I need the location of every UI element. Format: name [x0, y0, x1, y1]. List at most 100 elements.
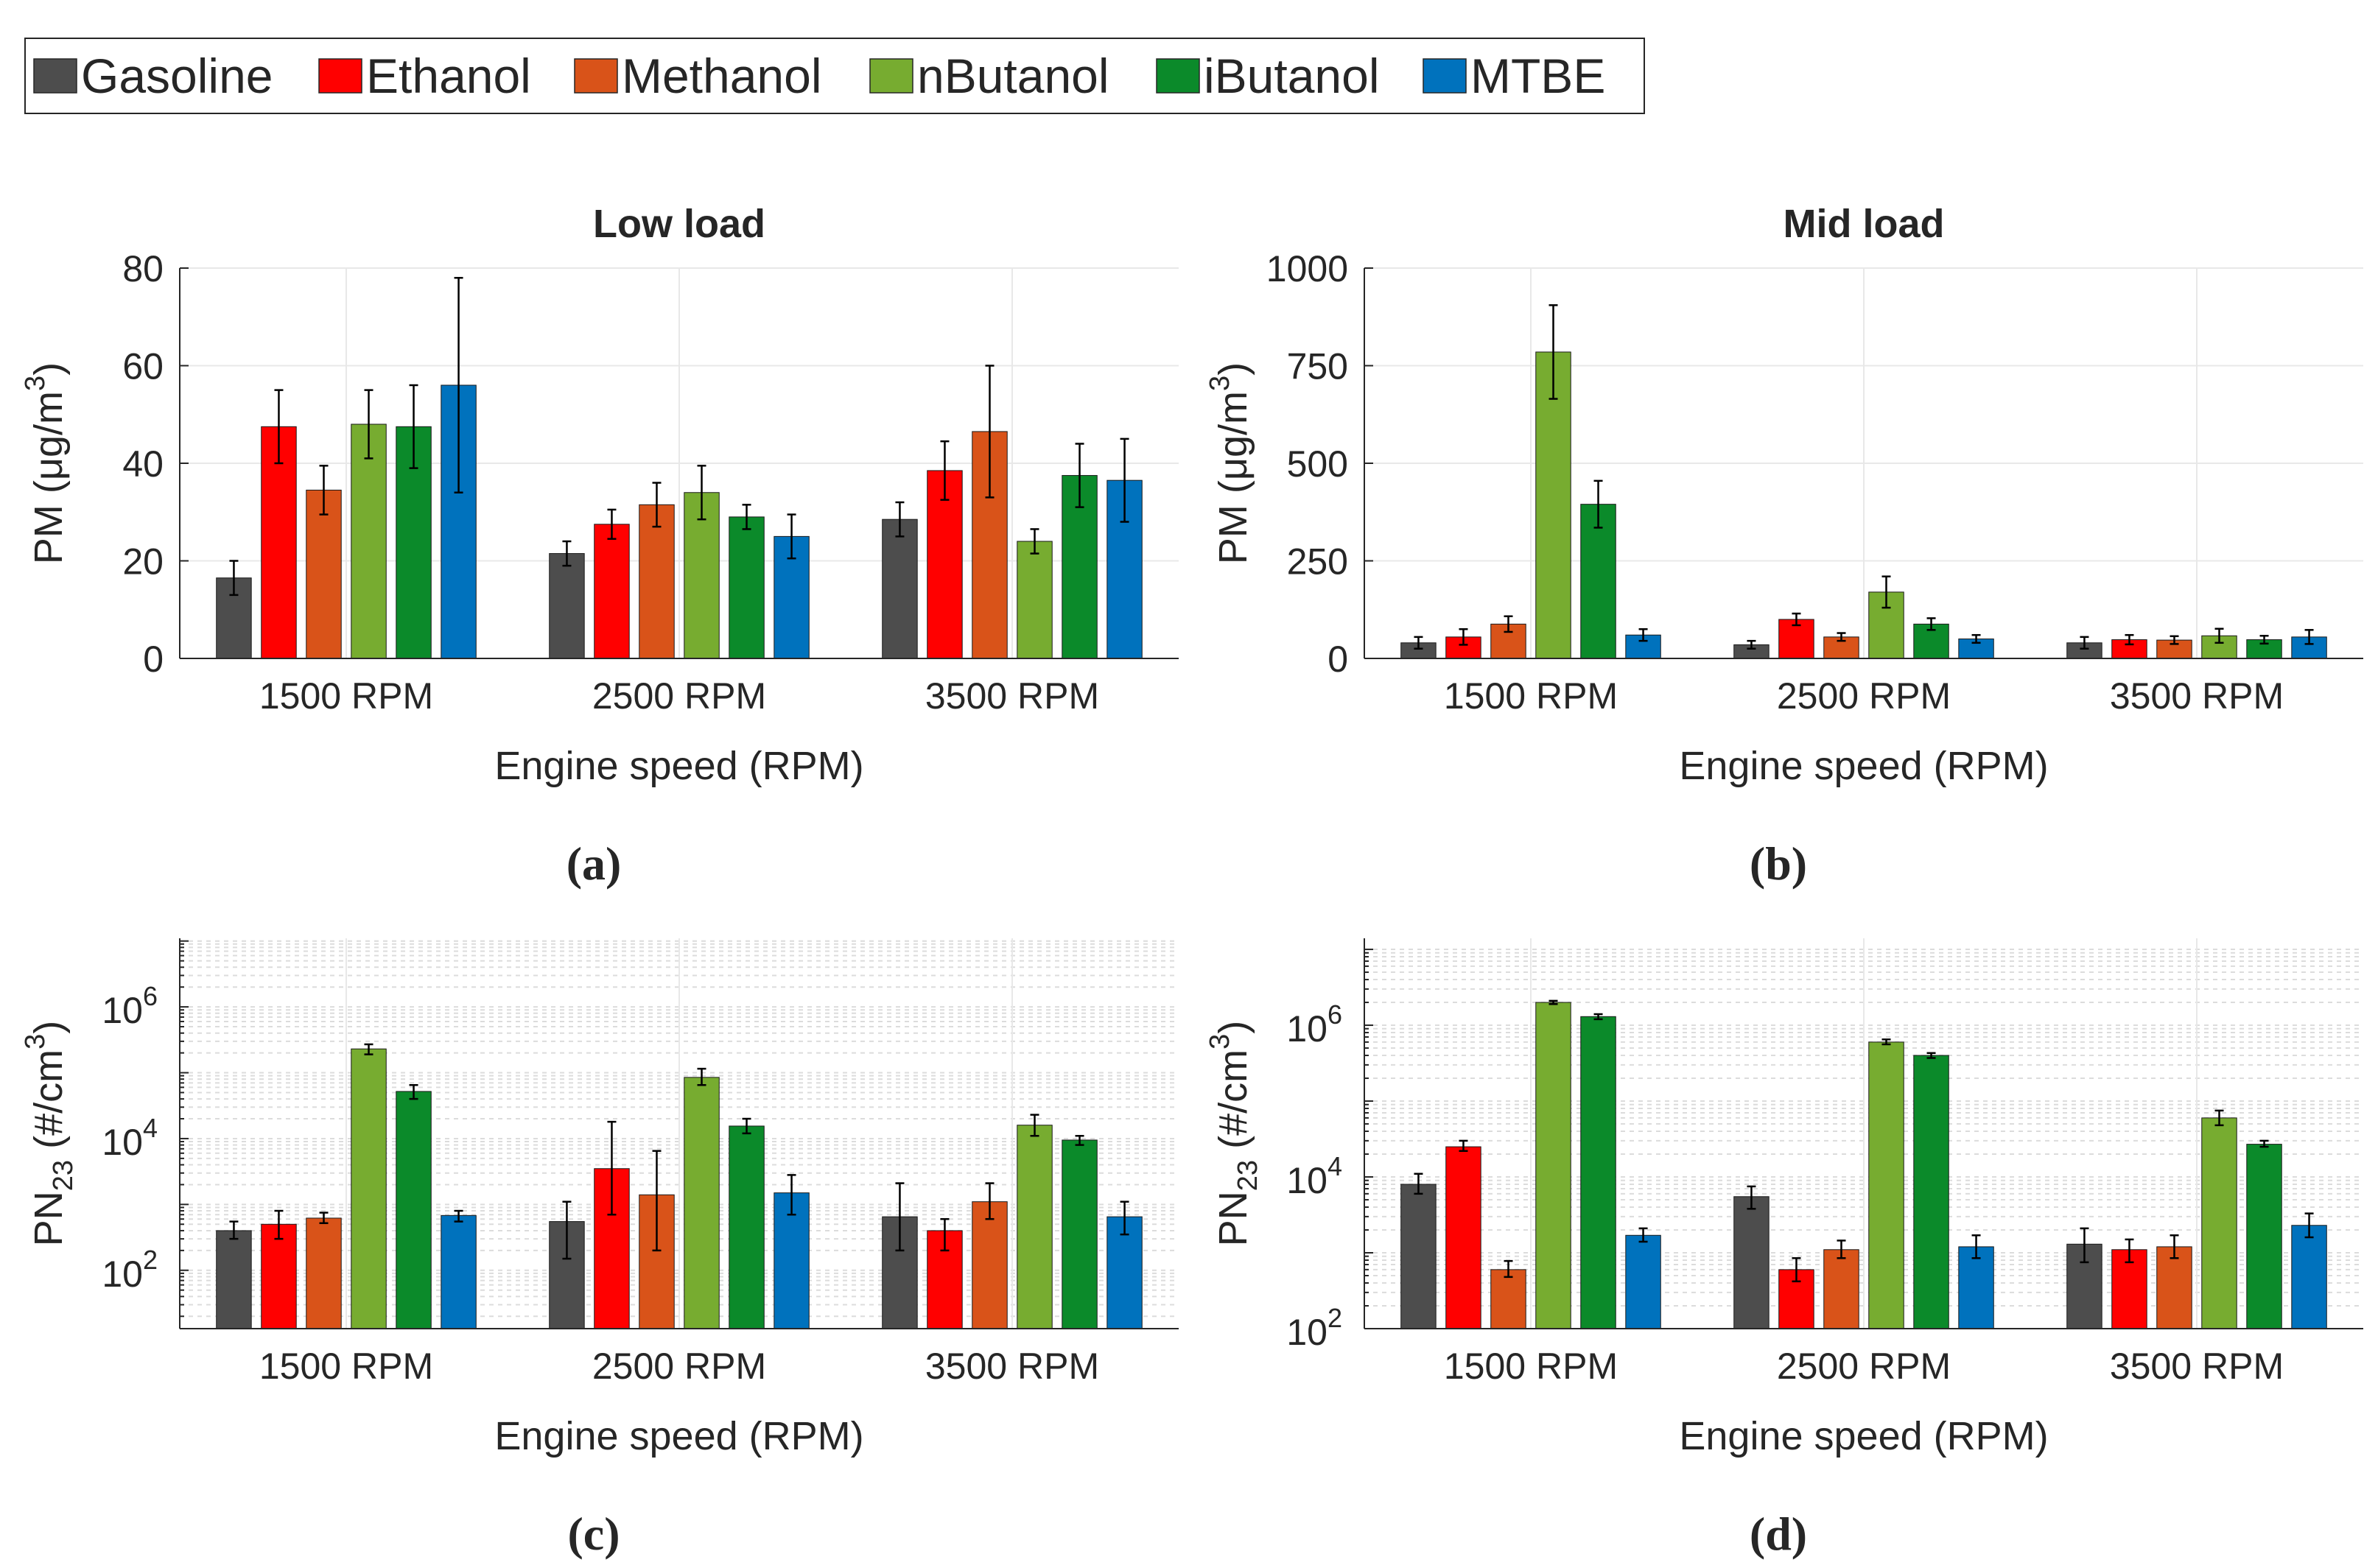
y-tick-label: 102 [1286, 1303, 1342, 1353]
bar-nbutanol-1500-rpm [351, 1048, 387, 1329]
x-axis-label: Engine speed (RPM) [1679, 1414, 2048, 1458]
bar-ethanol-1500-rpm [261, 1223, 297, 1329]
y-tick-label: 106 [1286, 999, 1342, 1050]
panel-a-low-load-pm: 0 20 40 60 80 1500 RPM 2500 RPM 3500 RPM Low loa… [20, 202, 1179, 788]
bar-nbutanol-2500-rpm [684, 1077, 720, 1329]
y-tick-label: 500 [1287, 443, 1348, 485]
panel-b-mid-load-pm: 0 250 500 750 1000 1500 RPM 2500 RPM 3500 RPM Mi… [1204, 202, 2363, 788]
error-bar-ibutanol-1500-rpm [1593, 1013, 1603, 1021]
error-bar-ibutanol-2500-rpm [1926, 1052, 1936, 1059]
bar-methanol-1500-rpm [1490, 1269, 1526, 1329]
error-bar-ethanol-2500-rpm [607, 508, 617, 540]
bar-methanol-2500-rpm [1823, 1249, 1859, 1329]
x-tick-label-2500-rpm: 2500 RPM [592, 675, 766, 717]
error-bar-nbutanol-3500-rpm [1030, 528, 1039, 555]
legend-swatch-gasoline [33, 58, 77, 94]
error-bar-methanol-2500-rpm [1837, 632, 1846, 642]
bar-ibutanol-3500-rpm [2246, 1144, 2282, 1329]
grid [180, 267, 1179, 658]
error-bar-nbutanol-3500-rpm [2214, 627, 2224, 644]
error-bar-mtbe-2500-rpm [787, 513, 796, 560]
bar-ibutanol-2500-rpm [1913, 1055, 1949, 1329]
error-bar-methanol-2500-rpm [1837, 1240, 1846, 1259]
bar-ethanol-1500-rpm [261, 426, 297, 659]
error-bar-ethanol-2500-rpm [607, 1120, 617, 1216]
x-tick-label-3500-rpm: 3500 RPM [925, 675, 1099, 717]
bar-gasoline-2500-rpm [549, 553, 585, 659]
y-tick-label: 60 [122, 346, 164, 387]
x-tick-label-2500-rpm: 2500 RPM [592, 1346, 766, 1387]
error-bar-mtbe-3500-rpm [2304, 629, 2314, 645]
bar-methanol-3500-rpm [2156, 1246, 2192, 1329]
grid [1364, 267, 2363, 658]
bars [1400, 304, 2327, 659]
bar-ibutanol-3500-rpm [1062, 1139, 1098, 1329]
error-bar-nbutanol-2500-rpm [1881, 575, 1891, 609]
legend-label-mtbe: MTBE [1470, 49, 1605, 103]
bar-mtbe-1500-rpm [1625, 1234, 1661, 1329]
error-bar-mtbe-2500-rpm [787, 1174, 796, 1216]
error-bar-ethanol-1500-rpm [1459, 1139, 1468, 1153]
x-axis-label: Engine speed (RPM) [1679, 744, 2048, 788]
error-bar-ibutanol-1500-rpm [409, 1084, 418, 1100]
error-bar-gasoline-3500-rpm [895, 1182, 905, 1252]
chart-title: Mid load [1783, 202, 1945, 246]
bar-nbutanol-2500-rpm [1868, 1041, 1904, 1329]
y-axis-label: PM (μg/m3) [1204, 362, 1255, 564]
error-bar-gasoline-3500-rpm [2080, 636, 2089, 650]
bar-nbutanol-1500-rpm [1535, 1002, 1571, 1329]
bar-methanol-2500-rpm [639, 504, 675, 659]
error-bar-gasoline-1500-rpm [229, 560, 239, 597]
error-bar-methanol-2500-rpm [652, 482, 662, 528]
bar-nbutanol-1500-rpm [351, 423, 387, 659]
y-tick-label: 750 [1287, 346, 1348, 387]
bar-mtbe-2500-rpm [1958, 1246, 1994, 1329]
panel-c-low-load-pn23: 102 104 106 1500 RPM 2500 RPM 3500 RPM Engine … [20, 938, 1179, 1458]
error-bar-ethanol-1500-rpm [274, 1209, 284, 1240]
bar-mtbe-3500-rpm [1106, 1216, 1143, 1329]
x-axis-label: Engine speed (RPM) [494, 744, 863, 788]
error-bar-ethanol-2500-rpm [1792, 1257, 1801, 1283]
x-tick-label-3500-rpm: 3500 RPM [2110, 675, 2284, 717]
bars [216, 1043, 1143, 1329]
y-axis-label: PM (μg/m3) [20, 362, 71, 564]
error-bar-nbutanol-2500-rpm [1881, 1038, 1891, 1046]
error-bar-gasoline-2500-rpm [562, 540, 572, 567]
error-bar-ibutanol-2500-rpm [742, 504, 751, 530]
error-bar-mtbe-3500-rpm [1120, 437, 1129, 523]
error-bar-methanol-3500-rpm [985, 365, 995, 499]
legend-swatch-ethanol [318, 58, 362, 94]
bar-nbutanol-3500-rpm [1017, 541, 1053, 659]
error-bar-methanol-2500-rpm [652, 1150, 662, 1252]
x-tick-label-3500-rpm: 3500 RPM [2110, 1346, 2284, 1387]
error-bar-methanol-3500-rpm [2170, 1234, 2179, 1259]
error-bar-ethanol-3500-rpm [2125, 633, 2134, 646]
legend-swatch-nbutanol [869, 58, 913, 94]
error-bar-mtbe-3500-rpm [2304, 1212, 2314, 1239]
error-bar-ibutanol-3500-rpm [1075, 443, 1084, 508]
x-tick-label-2500-rpm: 2500 RPM [1777, 675, 1951, 717]
x-tick-label-1500-rpm: 1500 RPM [1444, 1346, 1618, 1387]
bar-ibutanol-1500-rpm [1580, 1016, 1616, 1329]
bar-methanol-3500-rpm [972, 1201, 1008, 1329]
error-bar-methanol-1500-rpm [319, 1212, 329, 1225]
bar-gasoline-2500-rpm [1733, 1196, 1770, 1329]
legend-box [24, 38, 1645, 114]
error-bar-nbutanol-3500-rpm [2214, 1109, 2224, 1127]
error-bar-nbutanol-2500-rpm [697, 465, 706, 521]
error-bar-methanol-1500-rpm [1504, 1259, 1513, 1279]
x-tick-label-1500-rpm: 1500 RPM [259, 1346, 433, 1387]
bar-gasoline-1500-rpm [216, 1230, 252, 1329]
bar-nbutanol-1500-rpm [1535, 351, 1571, 659]
x-tick-label-2500-rpm: 2500 RPM [1777, 1346, 1951, 1387]
error-bar-gasoline-1500-rpm [1414, 1173, 1423, 1195]
subfigure-label-b: (b) [1750, 837, 1807, 890]
bar-nbutanol-3500-rpm [2201, 1117, 2237, 1329]
bar-methanol-3500-rpm [2156, 639, 2192, 659]
y-tick-label: 102 [102, 1245, 158, 1295]
legend-label-ibutanol: iButanol [1204, 49, 1380, 103]
error-bar-ibutanol-3500-rpm [2259, 1139, 2269, 1148]
chart-title: Low load [593, 202, 765, 246]
y-tick-label: 80 [122, 248, 164, 289]
legend: Gasoline Ethanol Methanol nButanol iButanol M… [24, 38, 1645, 114]
